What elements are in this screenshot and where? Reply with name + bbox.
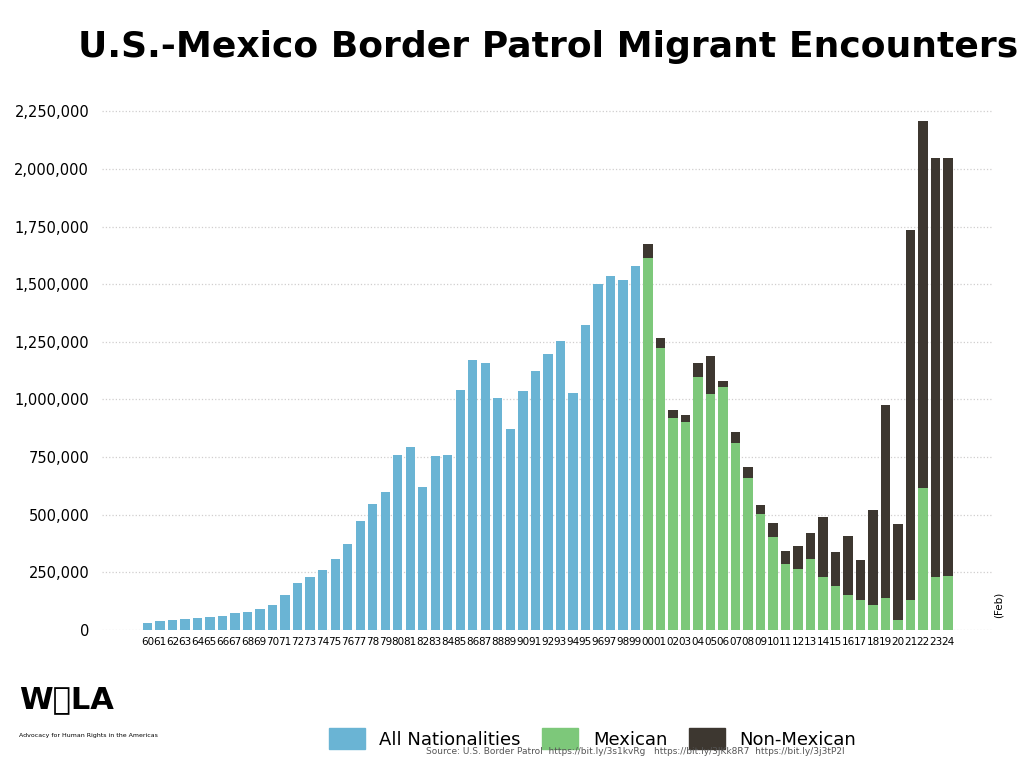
Bar [655,338,666,348]
Bar [305,578,314,630]
Bar [919,488,928,630]
Bar [381,492,390,630]
Bar [669,419,678,630]
Bar [781,551,791,564]
Bar [706,356,715,394]
Bar [631,266,640,630]
Bar [693,376,702,630]
Bar [281,595,290,630]
Bar [893,620,903,630]
Bar [143,623,153,630]
Legend: All Nationalities, Mexican, Non-Mexican: All Nationalities, Mexican, Non-Mexican [322,721,863,756]
Bar [830,552,841,587]
Bar [943,157,952,575]
Bar [731,443,740,630]
Text: Advocacy for Human Rights in the Americas: Advocacy for Human Rights in the America… [19,733,159,739]
Bar [756,505,765,514]
Bar [480,363,490,630]
Bar [618,280,628,630]
Bar [193,618,203,630]
Bar [393,455,402,630]
Bar [456,390,465,630]
Bar [768,537,777,630]
Bar [818,518,827,577]
Bar [806,533,815,558]
Bar [443,455,453,630]
Bar [581,325,590,630]
Bar [643,243,652,258]
Bar [518,391,527,630]
Bar [706,394,715,630]
Bar [906,230,915,601]
Bar [756,514,765,630]
Bar [568,392,578,630]
Title: U.S.-Mexico Border Patrol Migrant Encounters: U.S.-Mexico Border Patrol Migrant Encoun… [78,31,1018,65]
Bar [168,620,177,630]
Bar [180,619,189,630]
Bar [530,371,540,630]
Bar [806,558,815,630]
Bar [743,467,753,478]
Bar [255,609,265,630]
Bar [218,616,227,630]
Bar [669,409,678,419]
Bar [718,387,728,630]
Bar [718,381,728,387]
Bar [206,617,215,630]
Bar [881,405,890,598]
Text: (Feb): (Feb) [993,592,1004,618]
Bar [318,570,328,630]
Bar [293,583,302,630]
Bar [331,559,340,630]
Bar [868,605,878,630]
Bar [494,398,503,630]
Bar [355,521,365,630]
Bar [868,510,878,605]
Bar [681,415,690,422]
Bar [781,564,791,630]
Bar [418,487,427,630]
Bar [230,614,240,630]
Text: WⓄLA: WⓄLA [19,685,115,714]
Bar [794,568,803,630]
Bar [156,621,165,630]
Bar [693,362,702,376]
Bar [643,258,652,630]
Bar [268,604,278,630]
Bar [856,600,865,630]
Bar [681,422,690,630]
Bar [468,360,477,630]
Bar [844,594,853,630]
Bar [243,612,252,630]
Bar [506,429,515,630]
Bar [430,456,440,630]
Bar [818,577,827,630]
Bar [794,546,803,568]
Bar [893,525,903,620]
Bar [368,504,378,630]
Bar [655,348,666,630]
Bar [743,478,753,630]
Bar [593,284,602,630]
Text: Source: U.S. Border Patrol  https://bit.ly/3s1kvRg   https://bit.ly/3JKk8R7  htt: Source: U.S. Border Patrol https://bit.l… [426,747,844,756]
Bar [556,341,565,630]
Bar [881,598,890,630]
Bar [768,523,777,537]
Bar [844,535,853,594]
Bar [919,121,928,488]
Bar [943,575,952,630]
Bar [906,601,915,630]
Bar [856,560,865,600]
Bar [830,587,841,630]
Bar [605,276,615,630]
Bar [406,446,415,630]
Bar [343,545,352,630]
Bar [931,157,940,577]
Bar [731,432,740,443]
Bar [931,577,940,630]
Bar [543,354,553,630]
